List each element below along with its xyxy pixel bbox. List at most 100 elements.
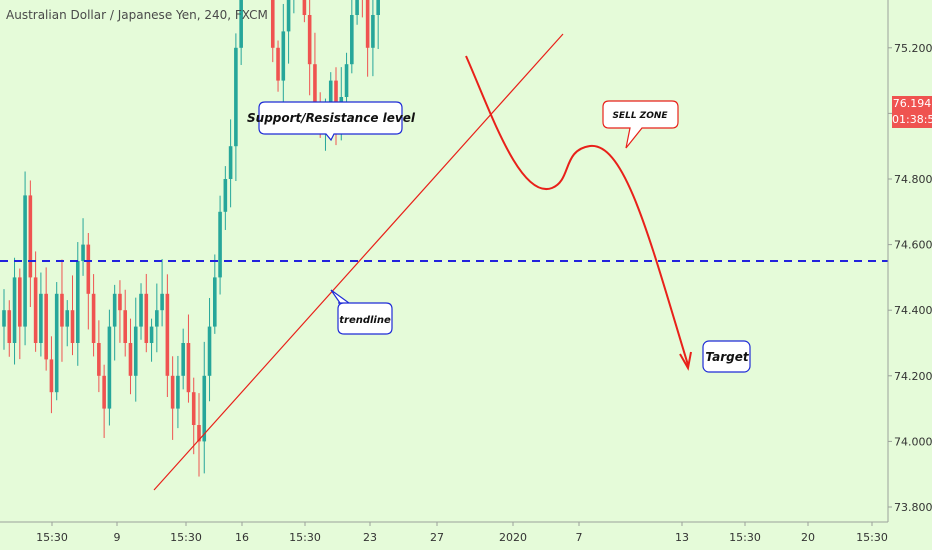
candle-body [239, 0, 243, 48]
candle-body [213, 277, 217, 327]
candle-body [218, 211, 222, 278]
candle-body [70, 310, 75, 343]
candle-body [313, 64, 317, 114]
candle-body [270, 0, 275, 48]
y-tick-label: 75.200 [894, 42, 932, 55]
trendline-callout-text: trendline [339, 315, 391, 326]
drawings: Support/Resistance level trendline SELL ZO… [0, 33, 888, 491]
candle-body [186, 343, 191, 393]
target-callout [702, 340, 751, 373]
candle-body [54, 293, 59, 393]
candle-body [39, 293, 43, 343]
candle-body [18, 277, 22, 327]
candle-body [165, 293, 170, 376]
candle-body [181, 343, 185, 376]
countdown-value: 01:38:59 [892, 113, 932, 126]
candle-body [97, 343, 101, 376]
sell-zone-callout [602, 100, 679, 149]
candle-body [44, 293, 48, 360]
candle-body [7, 310, 12, 343]
candle-body [102, 375, 106, 409]
candle-body [191, 392, 196, 425]
candle-body [12, 277, 17, 343]
candle-body [81, 244, 85, 261]
current-price-label: 76.194 [892, 96, 932, 112]
candle-body [328, 80, 333, 114]
x-tick-label: 9 [114, 531, 121, 544]
candle-body [2, 310, 6, 327]
candle-body [276, 47, 280, 81]
y-tick-label: 74.400 [894, 304, 932, 317]
candle-body [286, 0, 291, 32]
candle-body [128, 343, 133, 376]
candle-body [33, 277, 38, 343]
current-price-value: 76.194 [892, 97, 932, 110]
candle-body [107, 326, 112, 409]
candle-body [118, 293, 122, 311]
candle-body [307, 15, 312, 65]
x-tick-label: 7 [576, 531, 583, 544]
candle-body [350, 15, 354, 65]
target-callout-text: Target [705, 350, 750, 364]
x-tick-label: 15:30 [170, 531, 202, 544]
x-tick-label: 15:30 [289, 531, 321, 544]
candle-body [170, 375, 175, 409]
candle-body [376, 0, 380, 15]
candle-body [28, 195, 33, 278]
candle-body [91, 293, 96, 343]
candle-body [302, 0, 307, 15]
support-resistance-callout [258, 101, 403, 142]
candle-body [365, 0, 370, 48]
candle-body [197, 425, 201, 442]
x-tick-label: 15:30 [729, 531, 761, 544]
candle-body [123, 310, 128, 343]
candle-body [176, 375, 180, 409]
projection-arrowhead [679, 351, 692, 371]
chart-title: Australian Dollar / Japanese Yen, 240, F… [6, 8, 268, 22]
candle-body [223, 179, 228, 212]
y-tick-label: 74.200 [894, 370, 932, 383]
candle-body [160, 293, 164, 311]
candle-body [133, 326, 138, 376]
candle-body [75, 261, 80, 343]
support-resistance-callout-text: Support/Resistance level [247, 111, 416, 125]
y-tick-label: 74.800 [894, 173, 932, 186]
candle-body [355, 0, 359, 15]
candle-body [281, 31, 286, 81]
candle-body [344, 64, 349, 97]
candle-body [371, 15, 375, 48]
candle-body [149, 326, 154, 343]
candle-body [144, 293, 149, 343]
candle-body [228, 146, 233, 179]
x-tick-label: 13 [675, 531, 689, 544]
x-tick-label: 23 [363, 531, 377, 544]
candle-body [155, 310, 159, 327]
x-tick-label: 20 [801, 531, 815, 544]
projection-path [465, 55, 689, 366]
y-tick-label: 74.000 [894, 435, 932, 448]
trendline [153, 33, 564, 491]
candle-body [60, 293, 64, 327]
candle-body [207, 326, 212, 376]
y-tick-label: 73.800 [894, 501, 932, 514]
candle-body [65, 310, 70, 327]
candle-body [49, 359, 54, 393]
x-tick-label: 16 [235, 531, 249, 544]
trendline-callout [330, 289, 393, 335]
candle-body [234, 47, 238, 147]
x-tick-label: 2020 [499, 531, 527, 544]
x-tick-label: 15:30 [856, 531, 888, 544]
countdown-label: 01:38:59 [892, 112, 932, 128]
candle-body [202, 375, 207, 442]
y-tick-label: 74.600 [894, 239, 932, 252]
x-tick-label: 27 [430, 531, 444, 544]
candle-body [112, 293, 117, 327]
candle-body [86, 244, 91, 294]
price-axis-panel [888, 0, 932, 550]
x-tick-label: 15:30 [36, 531, 68, 544]
candle-body [139, 293, 143, 327]
sell-zone-callout-text: SELL ZONE [612, 111, 668, 121]
